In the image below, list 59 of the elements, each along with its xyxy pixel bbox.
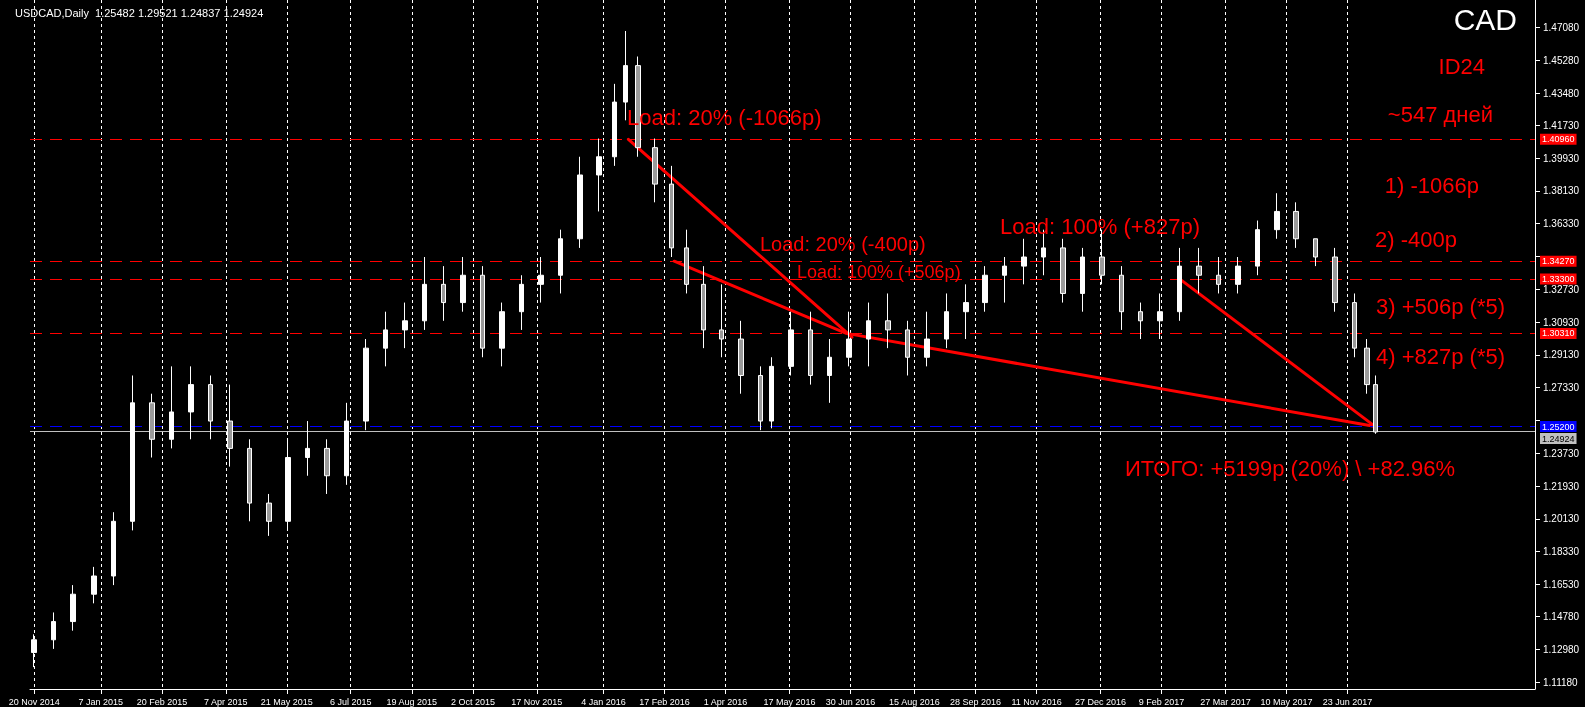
x-tick-label: 23 Jun 2017 [1322,696,1373,707]
y-tick-label: 1.38130 [1543,185,1580,197]
x-tick-label: 17 Feb 2016 [639,696,690,707]
y-tick-label: 1.36330 [1543,218,1580,230]
y-tick-label: 1.27330 [1543,382,1580,394]
ref-line-label: 1.40960 [1542,134,1575,145]
annotation: Load: 100% (+506p) [797,262,961,282]
y-tick-label: 1.43480 [1543,87,1580,99]
x-tick-label: 27 Mar 2017 [1200,696,1251,707]
x-tick-label: 15 Aug 2016 [889,696,940,707]
annotation: ID24 [1438,53,1486,79]
y-tick-label: 1.32730 [1543,283,1580,295]
ref-line-label: 1.34270 [1542,256,1575,267]
x-tick-label: 7 Apr 2015 [203,696,248,707]
y-tick-label: 1.20130 [1543,513,1580,525]
y-tick-label: 1.14780 [1543,610,1580,622]
x-tick-label: 17 May 2016 [763,696,816,707]
x-tick-label: 17 Nov 2015 [511,696,563,707]
y-tick-label: 1.23730 [1543,447,1580,459]
x-tick-label: 21 May 2015 [260,696,313,707]
y-tick-label: 1.21930 [1543,480,1580,492]
annotation: 1) -1066p [1384,172,1480,198]
x-tick-label: 30 Jun 2016 [825,696,876,707]
annotation: ~547 дней [1387,101,1494,127]
annotation: ИТОГО: +5199p (20%) \ +82.96% [1125,455,1456,481]
x-tick-label: 1 Apr 2016 [703,696,748,707]
y-tick-label: 1.45280 [1543,55,1580,67]
text: USDCAD,Daily 1.25482 1.29521 1.24837 1.24924 [15,6,264,19]
x-tick-label: 10 May 2017 [1260,696,1313,707]
y-tick-label: 1.11180 [1543,676,1579,688]
annotation: Load: 20% (-400p) [760,233,926,255]
y-tick-label: 1.29130 [1543,349,1580,361]
annotation: 3) +506p (*5) [1375,293,1506,319]
annotation: CAD [1453,2,1517,36]
ref-line-label: 1.30310 [1542,328,1575,339]
y-tick-label: 1.18330 [1543,546,1580,558]
y-tick-label: 1.16530 [1543,579,1580,591]
ref-line-label: 1.25200 [1542,421,1575,432]
y-tick-label: 1.41730 [1543,119,1580,131]
annotation: Load: 100% (+827p) [1000,213,1200,239]
x-tick-label: 6 Jul 2015 [329,696,372,707]
x-tick-label: 28 Sep 2016 [949,696,1002,707]
y-tick-label: 1.30930 [1543,316,1580,328]
x-tick-label: 4 Jan 2016 [581,696,626,707]
x-tick-label: 19 Aug 2015 [386,696,438,707]
x-tick-label: 2 Oct 2015 [450,696,495,707]
x-tick-label: 7 Jan 2015 [78,696,124,707]
y-tick-label: 1.39930 [1543,152,1580,164]
annotation: 2) -400p [1375,226,1458,252]
annotation: 4) +827p (*5) [1375,343,1506,369]
x-tick-label: 20 Nov 2014 [8,696,60,707]
y-tick-label: 1.12980 [1543,643,1580,655]
x-tick-label: 9 Feb 2017 [1138,696,1185,707]
x-tick-label: 20 Feb 2015 [136,696,188,707]
x-tick-label: 11 Nov 2016 [1011,696,1062,707]
y-tick-label: 1.47080 [1543,22,1580,34]
x-tick-label: 27 Dec 2016 [1074,696,1126,707]
ref-line-label: 1.33300 [1542,273,1575,284]
ref-line-label: 1.24924 [1542,433,1575,444]
